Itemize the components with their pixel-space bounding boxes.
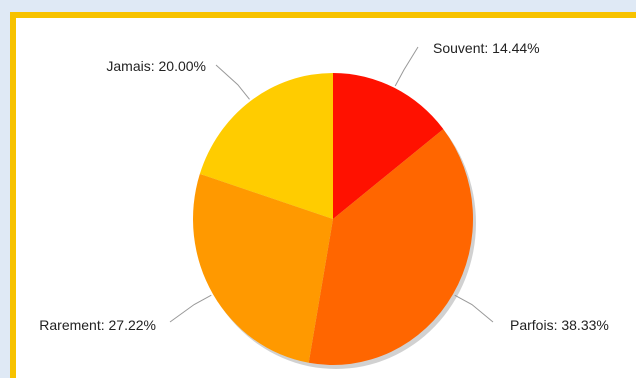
slice-label-parfois: Parfois: 38.33% <box>510 317 609 333</box>
leader-line-souvent <box>394 46 419 87</box>
pie-slices <box>193 73 474 366</box>
leader-line-rarement <box>169 294 212 323</box>
leader-lines <box>169 46 494 323</box>
pie-slice-jamais <box>199 73 333 219</box>
pie-slice-parfois <box>308 129 474 366</box>
pie-slice-souvent <box>333 73 444 219</box>
slice-label-jamais: Jamais: 20.00% <box>106 58 206 74</box>
pie-slice-rarement <box>193 173 333 363</box>
slice-label-rarement: Rarement: 27.22% <box>39 317 156 333</box>
leader-line-parfois <box>454 294 494 323</box>
slice-label-souvent: Souvent: 14.44% <box>433 40 540 56</box>
leader-line-jamais <box>215 64 250 100</box>
